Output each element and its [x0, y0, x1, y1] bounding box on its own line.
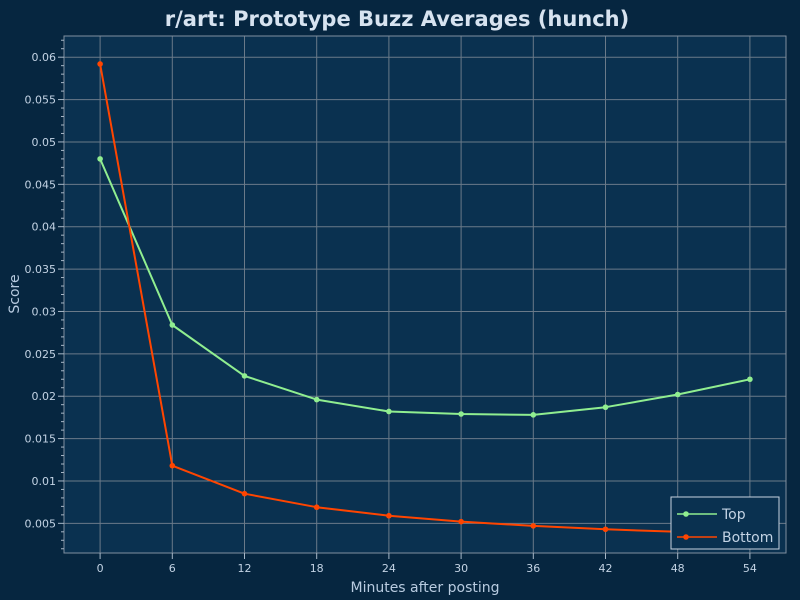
legend-marker-bottom — [683, 534, 689, 540]
data-point-top — [97, 156, 103, 162]
legend-box — [670, 496, 780, 550]
data-point-bottom — [386, 512, 392, 519]
x-tick-label: 54 — [743, 562, 757, 575]
data-point-bottom — [458, 518, 464, 525]
x-tick-label: 30 — [454, 562, 468, 575]
y-tick-label: 0.01 — [32, 475, 57, 488]
x-tick-label: 18 — [310, 562, 324, 575]
x-axis-label: Minutes after posting — [350, 580, 499, 596]
data-point-top — [458, 411, 464, 417]
y-tick-label: 0.03 — [32, 305, 57, 318]
legend: Top Bottom — [670, 496, 780, 550]
data-point-top — [602, 404, 609, 411]
legend-label-top: Top — [721, 507, 746, 523]
x-tick-label: 36 — [526, 562, 540, 575]
data-point-top — [169, 322, 176, 328]
y-tick-label: 0.005 — [25, 517, 57, 530]
x-tick-label: 0 — [97, 562, 104, 575]
chart-title: r/art: Prototype Buzz Averages (hunch) — [165, 7, 629, 31]
y-tick-label: 0.02 — [32, 390, 57, 403]
x-tick-label: 24 — [382, 562, 396, 575]
y-tick-label: 0.015 — [25, 433, 57, 446]
y-tick-label: 0.06 — [32, 51, 57, 64]
y-tick-label: 0.045 — [25, 178, 57, 191]
data-point-top — [674, 391, 681, 398]
data-point-bottom — [169, 462, 176, 469]
x-tick-label: 42 — [599, 562, 613, 575]
data-point-bottom — [97, 61, 103, 67]
axis-ticks: 0 6 12 18 24 30 36 42 48 54 0.005 0.01 0.015 0.02 0.02… — [25, 39, 757, 575]
series-lines — [97, 61, 753, 538]
grid-lines — [64, 36, 786, 553]
data-point-top — [747, 376, 753, 383]
data-point-bottom — [241, 490, 248, 497]
data-point-top — [530, 412, 537, 418]
y-tick-label: 0.025 — [25, 348, 57, 361]
data-point-top — [313, 396, 320, 403]
legend-label-bottom: Bottom — [722, 530, 773, 546]
y-axis-label: Score — [7, 274, 23, 313]
y-tick-label: 0.05 — [32, 136, 57, 149]
y-tick-label: 0.055 — [25, 94, 57, 107]
series-line-bottom — [99, 63, 750, 536]
plot-area — [64, 36, 786, 553]
y-tick-label: 0.04 — [32, 221, 57, 234]
data-point-bottom — [530, 523, 537, 529]
data-point-top — [241, 373, 248, 379]
legend-marker-top — [683, 511, 689, 517]
data-point-top — [386, 408, 392, 415]
data-point-bottom — [602, 526, 609, 533]
x-tick-label: 48 — [671, 562, 685, 575]
y-tick-label: 0.035 — [25, 263, 57, 276]
series-line-top — [99, 158, 751, 416]
data-point-bottom — [313, 504, 320, 511]
x-tick-label: 12 — [238, 562, 252, 575]
x-tick-label: 6 — [169, 562, 176, 575]
